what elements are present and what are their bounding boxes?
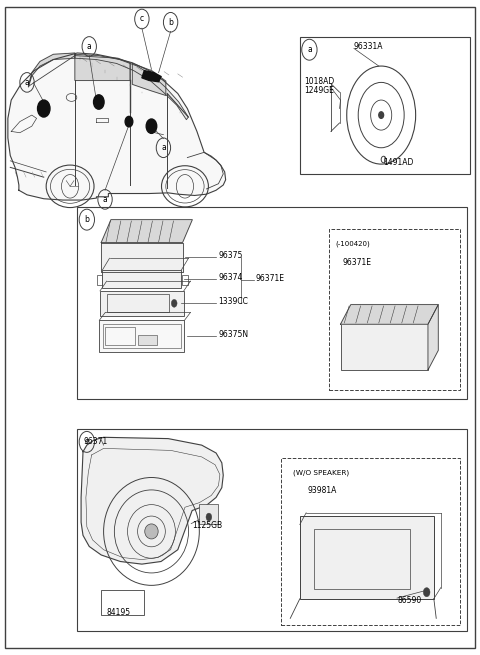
Text: a: a bbox=[307, 45, 312, 54]
Polygon shape bbox=[340, 305, 438, 324]
Ellipse shape bbox=[145, 524, 158, 539]
Text: 96371: 96371 bbox=[83, 437, 107, 446]
Text: c: c bbox=[85, 438, 89, 446]
Bar bbox=[105, 327, 135, 345]
Text: 84195: 84195 bbox=[107, 608, 131, 617]
Bar bbox=[300, 516, 434, 599]
Polygon shape bbox=[81, 438, 223, 564]
Bar bbox=[314, 529, 410, 589]
Bar bbox=[102, 270, 181, 288]
Polygon shape bbox=[75, 56, 130, 81]
Text: 1249GE: 1249GE bbox=[305, 86, 335, 95]
Text: 96374: 96374 bbox=[218, 272, 243, 282]
Bar bbox=[107, 294, 169, 312]
Bar bbox=[96, 274, 102, 285]
Text: 1018AD: 1018AD bbox=[305, 77, 335, 86]
Text: 96331A: 96331A bbox=[354, 42, 384, 51]
Text: 96371E: 96371E bbox=[256, 274, 285, 283]
Bar bbox=[138, 335, 157, 345]
Bar bbox=[101, 590, 144, 615]
Polygon shape bbox=[142, 71, 161, 82]
Text: 1125GB: 1125GB bbox=[192, 521, 222, 530]
Circle shape bbox=[146, 119, 157, 134]
Text: 1339CC: 1339CC bbox=[218, 297, 248, 306]
Bar bbox=[199, 504, 218, 523]
Text: (-100420): (-100420) bbox=[336, 240, 371, 247]
Text: c: c bbox=[140, 14, 144, 24]
Circle shape bbox=[206, 513, 212, 521]
Text: a: a bbox=[87, 42, 92, 51]
Circle shape bbox=[94, 95, 104, 109]
Text: a: a bbox=[24, 78, 29, 87]
Bar bbox=[103, 324, 180, 348]
Polygon shape bbox=[101, 219, 192, 242]
Polygon shape bbox=[75, 54, 188, 120]
Polygon shape bbox=[8, 53, 226, 200]
Circle shape bbox=[125, 117, 133, 127]
Bar bbox=[328, 229, 460, 390]
Bar bbox=[340, 324, 428, 370]
Text: a: a bbox=[103, 195, 108, 204]
Circle shape bbox=[171, 299, 177, 307]
Text: 1491AD: 1491AD bbox=[384, 159, 414, 167]
Text: 96375N: 96375N bbox=[218, 329, 249, 339]
Circle shape bbox=[379, 112, 384, 119]
Polygon shape bbox=[28, 53, 75, 87]
Bar bbox=[300, 37, 470, 174]
Text: 96371E: 96371E bbox=[343, 257, 372, 267]
Text: 86590: 86590 bbox=[398, 595, 422, 605]
Text: a: a bbox=[161, 143, 166, 152]
Polygon shape bbox=[428, 305, 438, 370]
Bar bbox=[100, 291, 184, 316]
Text: (W/O SPEAKER): (W/O SPEAKER) bbox=[293, 470, 349, 476]
Polygon shape bbox=[132, 64, 166, 96]
Bar bbox=[281, 458, 460, 625]
Bar bbox=[77, 206, 468, 400]
Bar bbox=[182, 274, 188, 285]
Text: 93981A: 93981A bbox=[307, 487, 336, 495]
Text: 96375: 96375 bbox=[218, 251, 243, 260]
Circle shape bbox=[37, 100, 50, 117]
Bar bbox=[99, 320, 184, 352]
Polygon shape bbox=[101, 242, 182, 272]
Text: b: b bbox=[168, 18, 173, 27]
Text: b: b bbox=[84, 215, 89, 224]
Bar bbox=[77, 429, 468, 631]
Circle shape bbox=[423, 588, 430, 597]
